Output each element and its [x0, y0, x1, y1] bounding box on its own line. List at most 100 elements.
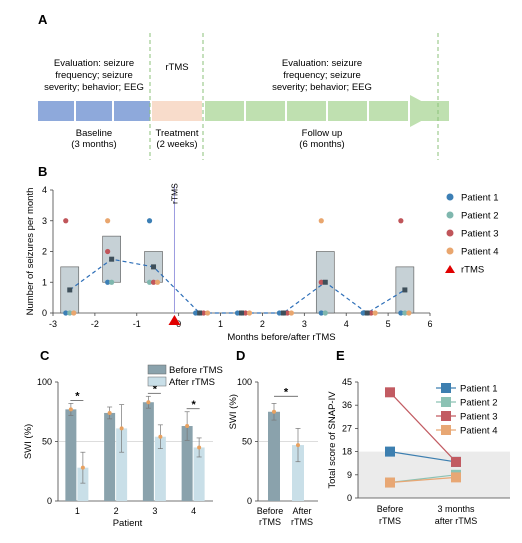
patient-3-point	[105, 248, 111, 255]
legend-marker-patient-3	[446, 229, 454, 237]
patient-4-point	[288, 310, 294, 316]
legend-label: Patient 2	[461, 211, 499, 222]
patient-3-line	[389, 391, 457, 463]
rtms-triangle-marker	[168, 315, 181, 325]
legend-label: Patient 4	[460, 426, 498, 437]
mean-dot	[185, 424, 190, 429]
x-tick-label: Before	[257, 506, 284, 516]
patient-4-line	[389, 476, 457, 484]
patient-1-point	[234, 310, 241, 316]
y-tick-label: 1	[42, 277, 47, 287]
timeline-segment	[152, 101, 202, 121]
mean-dot	[158, 434, 163, 439]
x-tick-label: -2	[91, 319, 99, 329]
mean-marker	[322, 279, 328, 285]
y-tick-label: 2	[42, 247, 47, 257]
x-tick-label: rTMS	[291, 517, 313, 527]
x-tick-label: 6	[427, 319, 432, 329]
timeline-segment	[369, 101, 408, 121]
panel-b-letter: B	[38, 164, 47, 179]
patient-3-marker	[451, 456, 461, 467]
legend-swatch-after	[147, 376, 167, 387]
y-axis-label: SWI (%)	[228, 394, 239, 429]
bar-before-rtms	[268, 411, 280, 501]
bar-after-patient-4	[193, 447, 205, 501]
timeline-bottom-label: (3 months)	[71, 139, 116, 150]
y-axis-label: Total score of SNAP-IV	[327, 391, 338, 489]
bar-after-rtms	[292, 445, 304, 501]
x-axis-label: Patient	[113, 518, 143, 529]
legend-label: Patient 2	[460, 398, 498, 409]
patient-4-point	[205, 310, 211, 316]
legend-label: Patient 3	[461, 229, 499, 240]
legend-label: Patient 3	[460, 412, 498, 423]
patient-4-point	[105, 218, 111, 224]
x-tick-label: 2	[260, 319, 265, 329]
y-tick-label: 0	[247, 496, 252, 506]
legend-label: After rTMS	[169, 377, 215, 388]
y-tick-label: 100	[237, 377, 252, 387]
panel-a-letter: A	[38, 12, 48, 27]
legend-marker-patient-3	[441, 411, 451, 421]
legend-label: Patient 4	[461, 247, 499, 258]
mean-marker	[109, 256, 115, 262]
rtms-line-label: rTMS	[169, 183, 179, 204]
timeline-segment	[287, 101, 326, 121]
mean-dot	[272, 409, 276, 414]
x-tick-label: 4	[344, 319, 349, 329]
timeline-segment	[328, 101, 367, 121]
timeline-top-label: severity; behavior; EEG	[272, 82, 372, 93]
mean-marker	[151, 264, 157, 270]
y-tick-label: 100	[37, 377, 52, 387]
timeline-top-label: Evaluation: seizure	[54, 58, 134, 69]
mean-dot	[68, 407, 73, 412]
y-tick-label: 0	[42, 308, 47, 318]
legend-marker-patient-1	[446, 193, 454, 201]
x-tick-label: rTMS	[259, 517, 281, 527]
patient-1-point	[360, 310, 366, 316]
timeline-segment	[76, 101, 112, 121]
x-tick-label: 3	[302, 319, 307, 329]
mean-marker	[364, 310, 370, 316]
bar-before-patient-4	[181, 426, 193, 501]
timeline-top-label: severity; behavior; EEG	[44, 82, 144, 93]
patient-4-marker	[451, 472, 461, 483]
patient-2-point	[322, 310, 328, 316]
patient-2-point	[109, 279, 115, 285]
legend-marker-patient-4	[446, 247, 454, 255]
legend-rtms-marker	[445, 265, 455, 273]
x-tick-label: 1	[75, 506, 80, 516]
legend-marker-patient-4	[441, 425, 451, 435]
patient-3-point	[398, 218, 404, 224]
patient-4-point	[318, 218, 324, 224]
patient-1-point	[105, 279, 111, 285]
legend-marker-patient-2	[441, 397, 451, 407]
y-axis-label: SWI (%)	[23, 424, 34, 459]
x-tick-label: rTMS	[379, 516, 401, 526]
bar-after-patient-3	[154, 436, 166, 501]
y-tick-label: 27	[342, 423, 352, 433]
y-tick-label: 50	[42, 437, 52, 447]
timeline-bottom-label: (2 weeks)	[156, 139, 197, 150]
x-tick-label: 1	[218, 319, 223, 329]
mean-trend-line	[69, 258, 406, 314]
patient-1-point	[398, 310, 404, 316]
patient-3-point	[150, 279, 157, 285]
patient-3-point	[284, 310, 290, 316]
patient-3-point	[63, 218, 69, 224]
panel-e-letter: E	[336, 348, 345, 363]
patient-4-point	[406, 310, 412, 316]
patient-2-point	[402, 310, 408, 316]
mean-dot	[296, 443, 300, 448]
y-tick-label: 50	[242, 437, 252, 447]
legend-marker-patient-2	[446, 211, 454, 219]
y-tick-label: 45	[342, 377, 352, 387]
patient-3-point	[318, 279, 324, 285]
y-tick-label: 0	[47, 496, 52, 506]
timeline-segment	[205, 101, 244, 121]
patient-1-line	[389, 451, 457, 463]
x-tick-label: 3	[152, 506, 157, 516]
panel-d-letter: D	[236, 348, 245, 363]
